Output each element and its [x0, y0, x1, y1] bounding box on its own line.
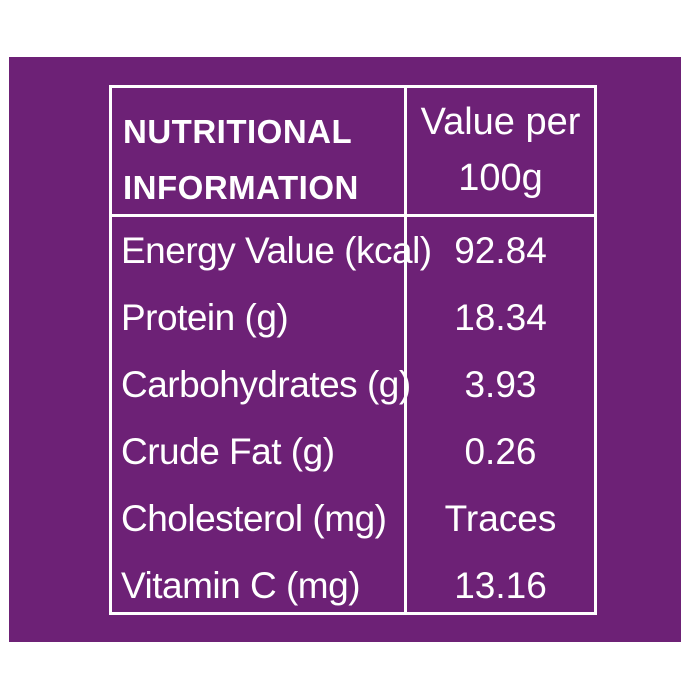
nutrient-label: Cholesterol (mg) — [121, 498, 387, 539]
table-row-cholesterol: Cholesterol (mg) Traces — [112, 486, 594, 553]
table-row-crude-fat: Crude Fat (g) 0.26 — [112, 419, 594, 486]
table-row-carbohydrates: Carbohydrates (g) 3.93 — [112, 352, 594, 419]
header-nutritional-information: NUTRITIONAL INFORMATION — [123, 113, 359, 206]
nutrient-label: Energy Value (kcal) — [121, 230, 432, 271]
nutrient-label: Carbohydrates (g) — [121, 364, 411, 405]
nutrient-rows: Energy Value (kcal) 92.84 Protein (g) 18… — [112, 218, 594, 620]
table-row-energy: Energy Value (kcal) 92.84 — [112, 218, 594, 285]
table-row-vitamin-c: Vitamin C (mg) 13.16 — [112, 553, 594, 620]
header-divider — [112, 214, 594, 217]
nutrition-table: NUTRITIONAL INFORMATION Value per 100g E… — [109, 85, 597, 615]
nutrient-value: 3.93 — [464, 364, 537, 405]
nutrient-value: 0.26 — [464, 431, 537, 472]
nutrient-value: Traces — [444, 498, 557, 539]
nutrient-label: Vitamin C (mg) — [121, 565, 361, 606]
nutrient-value: 18.34 — [454, 297, 547, 338]
nutrient-value: 92.84 — [454, 230, 547, 271]
nutrient-label: Protein (g) — [121, 297, 289, 338]
nutrition-panel: NUTRITIONAL INFORMATION Value per 100g E… — [9, 57, 681, 642]
header-value-per-100g: Value per 100g — [420, 101, 581, 199]
nutrient-value: 13.16 — [454, 565, 547, 606]
table-row-protein: Protein (g) 18.34 — [112, 285, 594, 352]
column-divider — [404, 88, 407, 612]
nutrient-label: Crude Fat (g) — [121, 431, 335, 472]
